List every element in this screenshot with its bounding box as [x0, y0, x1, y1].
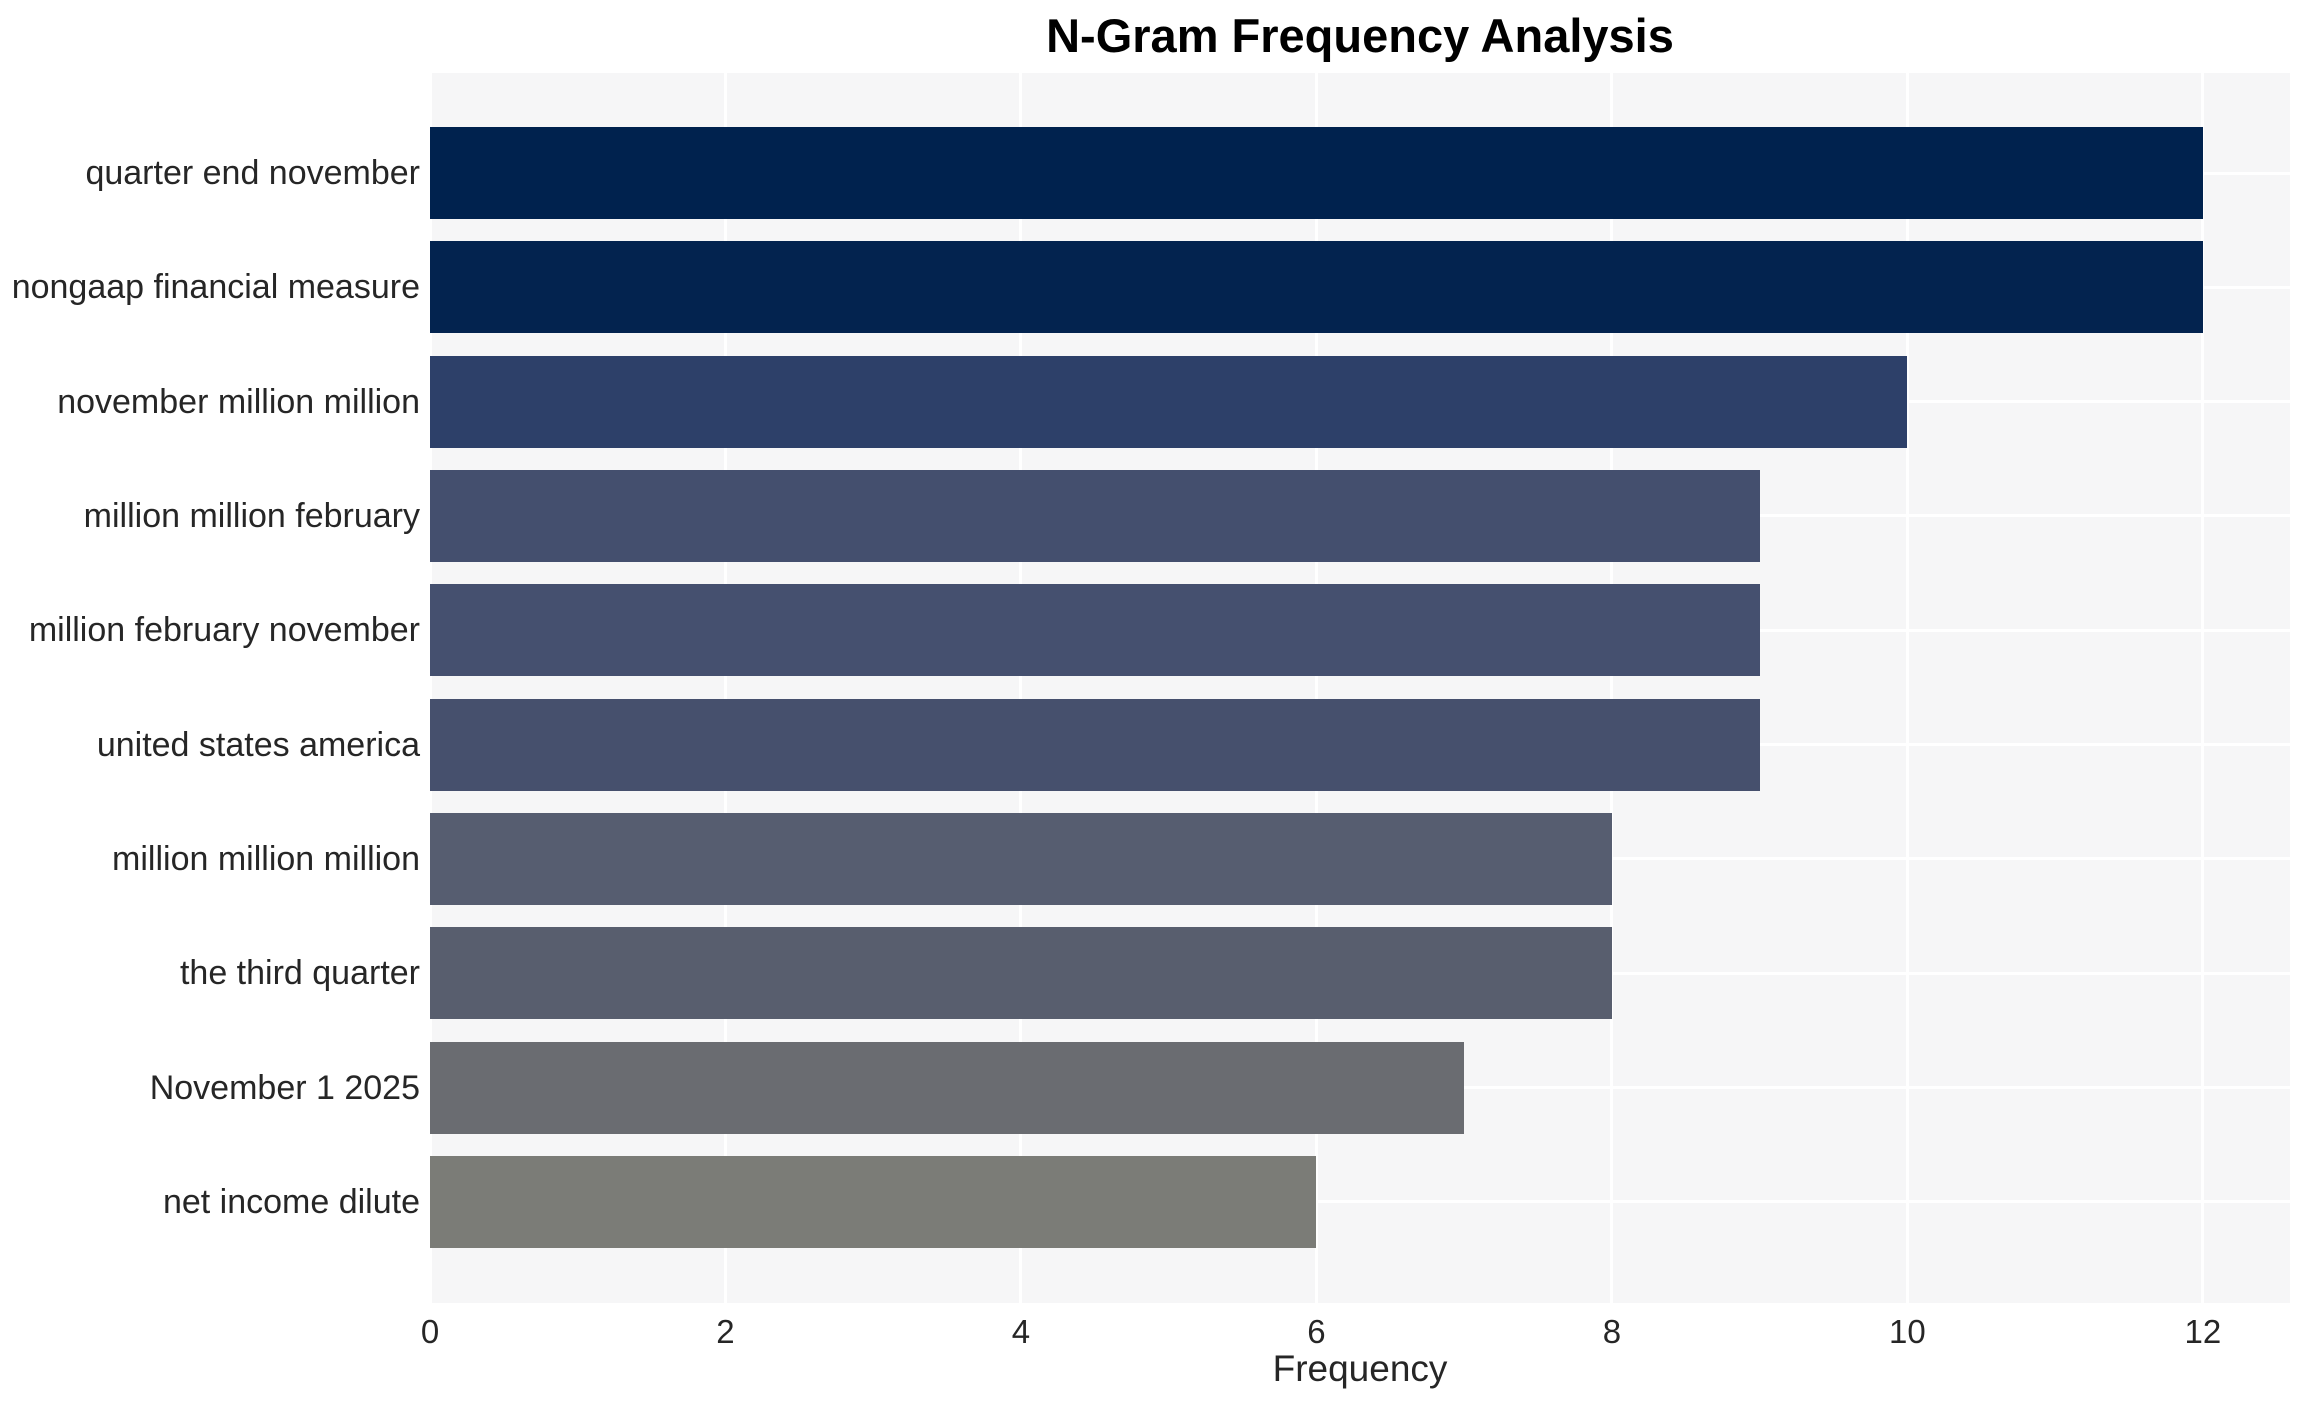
bar: [430, 241, 2203, 334]
bar: [430, 927, 1612, 1020]
x-tick-label: 2: [716, 1313, 735, 1350]
bar: [430, 812, 1612, 905]
x-tick-label: 0: [420, 1313, 440, 1350]
y-tick-label: november million million: [57, 382, 420, 421]
y-tick-label: net income dilute: [162, 1182, 420, 1221]
x-gridline: [723, 73, 727, 1303]
y-tick-label: united states america: [96, 725, 420, 764]
x-gridline: [428, 73, 432, 1303]
x-tick-label: 10: [1889, 1313, 1926, 1350]
x-gridline: [1905, 73, 1909, 1303]
x-gridline: [1610, 73, 1614, 1303]
bar: [430, 584, 1760, 677]
bar: [430, 698, 1760, 791]
bar: [430, 469, 1760, 562]
bar: [430, 355, 1908, 448]
y-tick-label: nongaap financial measure: [11, 268, 420, 307]
y-gridline: [430, 1200, 2290, 1204]
chart-title: N-Gram Frequency Analysis: [1046, 9, 1674, 62]
bar: [430, 1041, 1465, 1134]
x-gridline: [2201, 73, 2205, 1303]
y-tick-label: million february november: [28, 611, 420, 650]
bar: [430, 127, 2203, 219]
x-tick-label: 6: [1307, 1313, 1326, 1350]
x-gridline: [1019, 73, 1023, 1303]
y-tick-label: million million million: [112, 839, 420, 878]
y-tick-label: million million february: [83, 496, 420, 535]
y-tick-label: the third quarter: [179, 954, 420, 993]
plot-area: [428, 73, 2290, 1303]
bar: [430, 1155, 1317, 1248]
x-gridline: [1314, 73, 1318, 1303]
x-tick-label: 4: [1011, 1313, 1031, 1350]
x-axis-title: Frequency: [1272, 1348, 1448, 1389]
y-tick-label: November 1 2025: [149, 1068, 420, 1107]
y-tick-label: quarter end november: [85, 154, 420, 192]
x-tick-label: 8: [1602, 1313, 1622, 1350]
x-tick-label: 12: [2184, 1313, 2222, 1350]
